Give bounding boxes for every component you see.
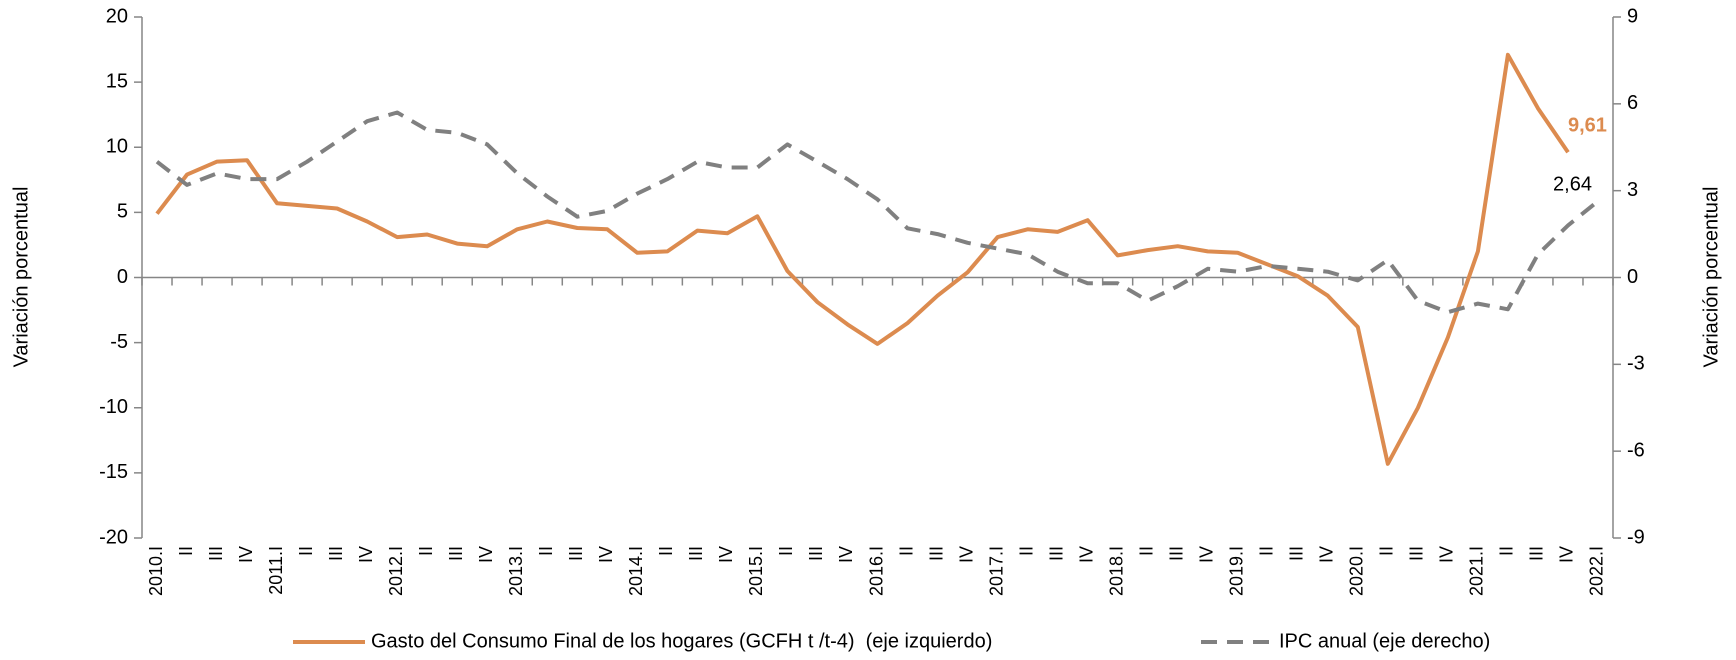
x-tick-label: IV [716, 546, 736, 563]
y-tick-label: 5 [117, 201, 128, 223]
x-tick-label: 2013.I [506, 546, 526, 596]
y2-tick-label: 6 [1627, 92, 1638, 114]
x-tick-label: 2015.I [746, 546, 766, 596]
x-tick-label: III [1046, 546, 1066, 561]
y2-tick-label: 0 [1627, 266, 1638, 288]
x-tick-label: 2022.I [1587, 546, 1607, 596]
x-tick-label: IV [596, 546, 616, 563]
x-tick-label: II [1016, 546, 1036, 556]
x-tick-label: II [296, 546, 316, 556]
y2-tick-label: -9 [1627, 526, 1645, 548]
x-tick-label: 2021.I [1467, 546, 1487, 596]
x-tick-label: IV [1196, 546, 1216, 563]
y-tick-label: 15 [106, 70, 128, 92]
y-tick-label: -20 [99, 526, 128, 548]
x-tick-label: IV [956, 546, 976, 563]
legend-label: Gasto del Consumo Final de los hogares (… [371, 630, 992, 652]
x-tick-label: II [1377, 546, 1397, 556]
data-label: 9,61 [1568, 115, 1607, 137]
x-tick-label: IV [1437, 546, 1457, 563]
data-label: 2,64 [1553, 173, 1592, 195]
x-tick-label: 2018.I [1106, 546, 1126, 596]
y-tick-label: 20 [106, 5, 128, 27]
series-line [155, 110, 1600, 315]
x-tick-label: II [1497, 546, 1517, 556]
x-tick-label: III [1407, 546, 1427, 561]
y-tick-label: -10 [99, 396, 128, 418]
x-tick-label: IV [1076, 546, 1096, 563]
x-tick-label: III [326, 546, 346, 561]
x-tick-label: III [926, 546, 946, 561]
y-tick-label: 10 [106, 136, 128, 158]
x-tick-label: 2020.I [1347, 546, 1367, 596]
x-tick-label: III [1527, 546, 1547, 561]
series-line [155, 52, 1570, 466]
x-tick-label: III [446, 546, 466, 561]
x-tick-label: III [806, 546, 826, 561]
x-tick-label: 2011.I [266, 546, 286, 595]
y-axis-title: Variación porcentual [10, 187, 32, 368]
x-tick-label: IV [1317, 546, 1337, 563]
x-tick-label: 2014.I [626, 546, 646, 596]
x-tick-label: III [1166, 546, 1186, 561]
x-tick-label: II [1257, 546, 1277, 556]
x-tick-label: II [896, 546, 916, 556]
y-tick-label: 0 [117, 266, 128, 288]
x-tick-label: 2010.I [146, 546, 166, 596]
x-tick-label: II [416, 546, 436, 556]
x-tick-label: 2017.I [986, 546, 1006, 596]
y2-tick-label: 9 [1627, 5, 1638, 27]
x-tick-label: 2016.I [866, 546, 886, 596]
y2-axis-title: Variación porcentual [1700, 187, 1722, 368]
y2-tick-label: 3 [1627, 179, 1638, 201]
x-tick-label: II [776, 546, 796, 556]
x-tick-label: IV [356, 546, 376, 563]
y2-tick-label: -6 [1627, 439, 1645, 461]
y-tick-label: -15 [99, 461, 128, 483]
x-tick-label: II [536, 546, 556, 556]
x-tick-label: II [176, 546, 196, 556]
x-tick-label: III [566, 546, 586, 561]
x-tick-label: III [686, 546, 706, 561]
x-tick-label: III [206, 546, 226, 561]
legend-label: IPC anual (eje derecho) [1279, 630, 1490, 652]
x-tick-label: IV [236, 546, 256, 563]
x-tick-label: 2012.I [386, 546, 406, 596]
x-tick-label: 2019.I [1226, 546, 1246, 596]
x-tick-label: IV [836, 546, 856, 563]
y2-tick-label: -3 [1627, 353, 1645, 375]
x-tick-label: II [656, 546, 676, 556]
y-tick-label: -5 [110, 331, 128, 353]
x-tick-label: IV [476, 546, 496, 563]
x-tick-label: II [1136, 546, 1156, 556]
x-tick-label: III [1287, 546, 1307, 561]
x-tick-label: IV [1557, 546, 1577, 563]
